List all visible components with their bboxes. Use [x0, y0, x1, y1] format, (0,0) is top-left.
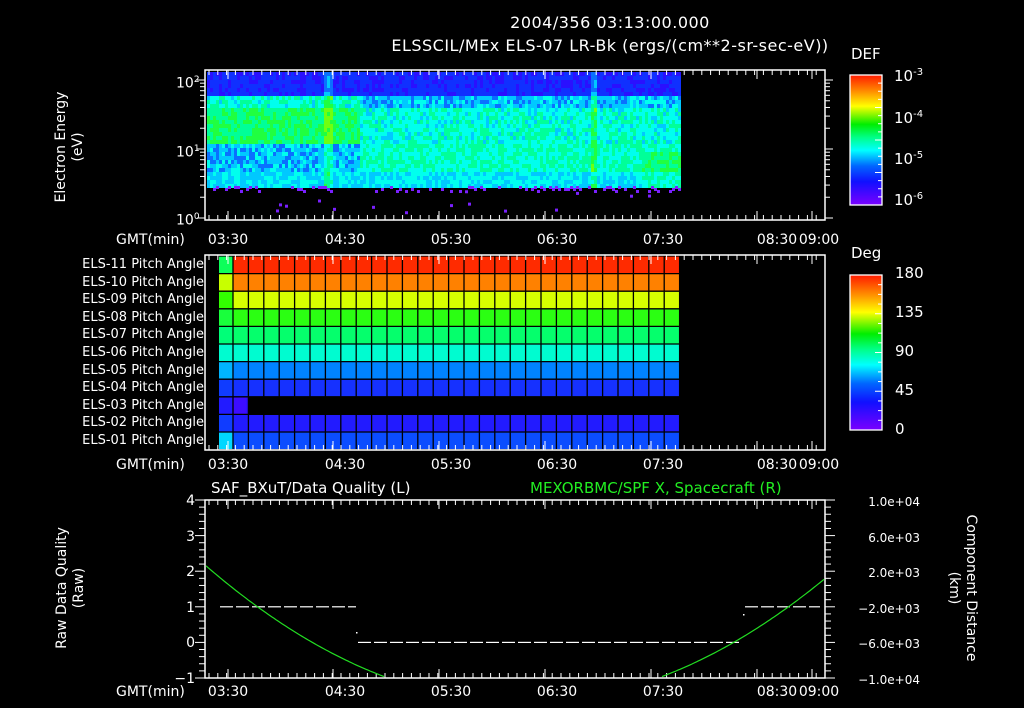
component-distance-tick: −6.0e+03 [858, 637, 920, 652]
panel1-time-tick-0900: 09:00 [798, 232, 840, 248]
component-distance-tick: 2.0e+03 [868, 566, 920, 581]
deg-tick-90: 90 [895, 342, 915, 360]
energy-tick-1: 100 [176, 212, 200, 229]
def-tick-1e-6: 10-6 [894, 191, 924, 209]
panel3-time-tick-0830: 08:30 [756, 684, 798, 700]
pitch-angle-row-label: ELS-06 Pitch Angle [82, 345, 204, 360]
deg-tick-45: 45 [895, 381, 915, 399]
spacecraft-position-title: MEXORBMC/SPF X, Spacecraft (R) [530, 479, 782, 497]
energy-spectrogram-panel [197, 69, 833, 221]
data-quality-axis-label-line2: (Raw) [71, 567, 87, 609]
panel2-time-tick-0330: 03:30 [207, 457, 249, 473]
data-quality-tick: 0 [186, 635, 195, 652]
pitch-angle-row-label: ELS-08 Pitch Angle [82, 309, 204, 325]
pitch-angle-row-label: ELS-10 Pitch Angle [82, 274, 204, 290]
pitch-angle-row-label: ELS-02 Pitch Angle [82, 415, 204, 431]
component-distance-tick: −2.0e+03 [858, 601, 920, 616]
data-quality-axis-label-line1: Raw Data Quality [54, 527, 70, 649]
pitch-angle-row-label: ELS-01 Pitch Angle [82, 433, 204, 448]
panel3-time-tick-0330: 03:30 [207, 684, 249, 700]
panel1-time-axis-label: GMT(min) [116, 232, 185, 248]
pitch-angle-row-label: ELS-09 Pitch Angle [82, 292, 204, 308]
data-quality-title: SAF_BXuT/Data Quality (L) [211, 479, 411, 497]
data-quality-panel [195, 499, 835, 679]
def-tick-1e-5: 10-5 [894, 150, 924, 168]
deg-tick-180: 180 [895, 264, 924, 282]
panel3-time-axis-label: GMT(min) [116, 684, 185, 700]
panel2-time-tick-0530: 05:30 [430, 457, 472, 473]
panel2-time-axis-label: GMT(min) [116, 457, 185, 473]
component-distance-tick: 1.0e+04 [868, 495, 920, 509]
panel1-time-tick-0730: 07:30 [642, 232, 684, 248]
energy-axis-label: Electron Energy (eV) [53, 67, 87, 227]
deg-tick-135: 135 [895, 303, 924, 321]
data-quality-tick: 1 [186, 599, 195, 616]
panel1-time-tick-0630: 06:30 [536, 232, 578, 248]
deg-colorbar-label: Deg [851, 244, 882, 262]
data-quality-axis-label: Raw Data Quality (Raw) [54, 503, 88, 673]
panel3-time-tick-0630: 06:30 [536, 684, 578, 700]
panel3-time-tick-0900: 09:00 [798, 684, 840, 700]
pitch-angle-row-label: ELS-11 Pitch Angle [82, 257, 204, 272]
component-distance-tick: −1.0e+04 [858, 673, 920, 687]
plot-title: ELSSCIL/MEx ELS-07 LR-Bk (ergs/(cm**2-sr… [391, 36, 829, 55]
panel1-time-tick-0830: 08:30 [756, 232, 798, 248]
def-tick-1e-4: 10-4 [894, 109, 924, 127]
component-distance-tick: 6.0e+03 [868, 530, 920, 545]
energy-axis-label-line1: Electron Energy [53, 91, 69, 203]
panel1-time-tick-0430: 04:30 [324, 232, 366, 248]
panel2-time-tick-0630: 06:30 [536, 457, 578, 473]
panel3-time-tick-0430: 04:30 [324, 684, 366, 700]
panel3-time-tick-0530: 05:30 [430, 684, 472, 700]
data-quality-tick: 2 [186, 564, 195, 581]
energy-tick-100: 102 [176, 75, 200, 92]
pitch-angle-row-label: ELS-03 Pitch Angle [82, 397, 204, 413]
panel3-time-tick-0730: 07:30 [642, 684, 684, 700]
data-quality-tick: 4 [186, 493, 195, 509]
colorbars [849, 74, 883, 431]
panel2-time-tick-0830: 08:30 [756, 457, 798, 473]
pitch-angle-panel [204, 254, 826, 451]
def-colorbar-label: DEF [851, 45, 881, 63]
plot-datetime: 2004/356 03:13:00.000 [510, 13, 710, 32]
pitch-angle-row-label: ELS-05 Pitch Angle [82, 362, 204, 378]
energy-axis-label-line2: (eV) [70, 132, 86, 162]
component-distance-axis-label-line1: Component Distance [963, 514, 979, 662]
panel2-time-tick-0430: 04:30 [324, 457, 366, 473]
panel2-time-tick-0730: 07:30 [642, 457, 684, 473]
panel1-time-tick-0530: 05:30 [430, 232, 472, 248]
data-quality-tick: −1 [174, 671, 195, 687]
def-tick-1e-3: 10-3 [894, 67, 924, 85]
pitch-angle-row-label: ELS-04 Pitch Angle [82, 380, 204, 396]
energy-tick-10: 101 [176, 144, 200, 161]
data-quality-tick: 3 [186, 528, 195, 545]
component-distance-axis-label: Component Distance (km) [945, 498, 979, 678]
panel1-time-tick-0330: 03:30 [207, 232, 249, 248]
panel2-time-tick-0900: 09:00 [798, 457, 840, 473]
pitch-angle-row-label: ELS-07 Pitch Angle [82, 327, 204, 343]
deg-tick-0: 0 [895, 420, 905, 438]
component-distance-axis-label-line2: (km) [946, 571, 962, 605]
